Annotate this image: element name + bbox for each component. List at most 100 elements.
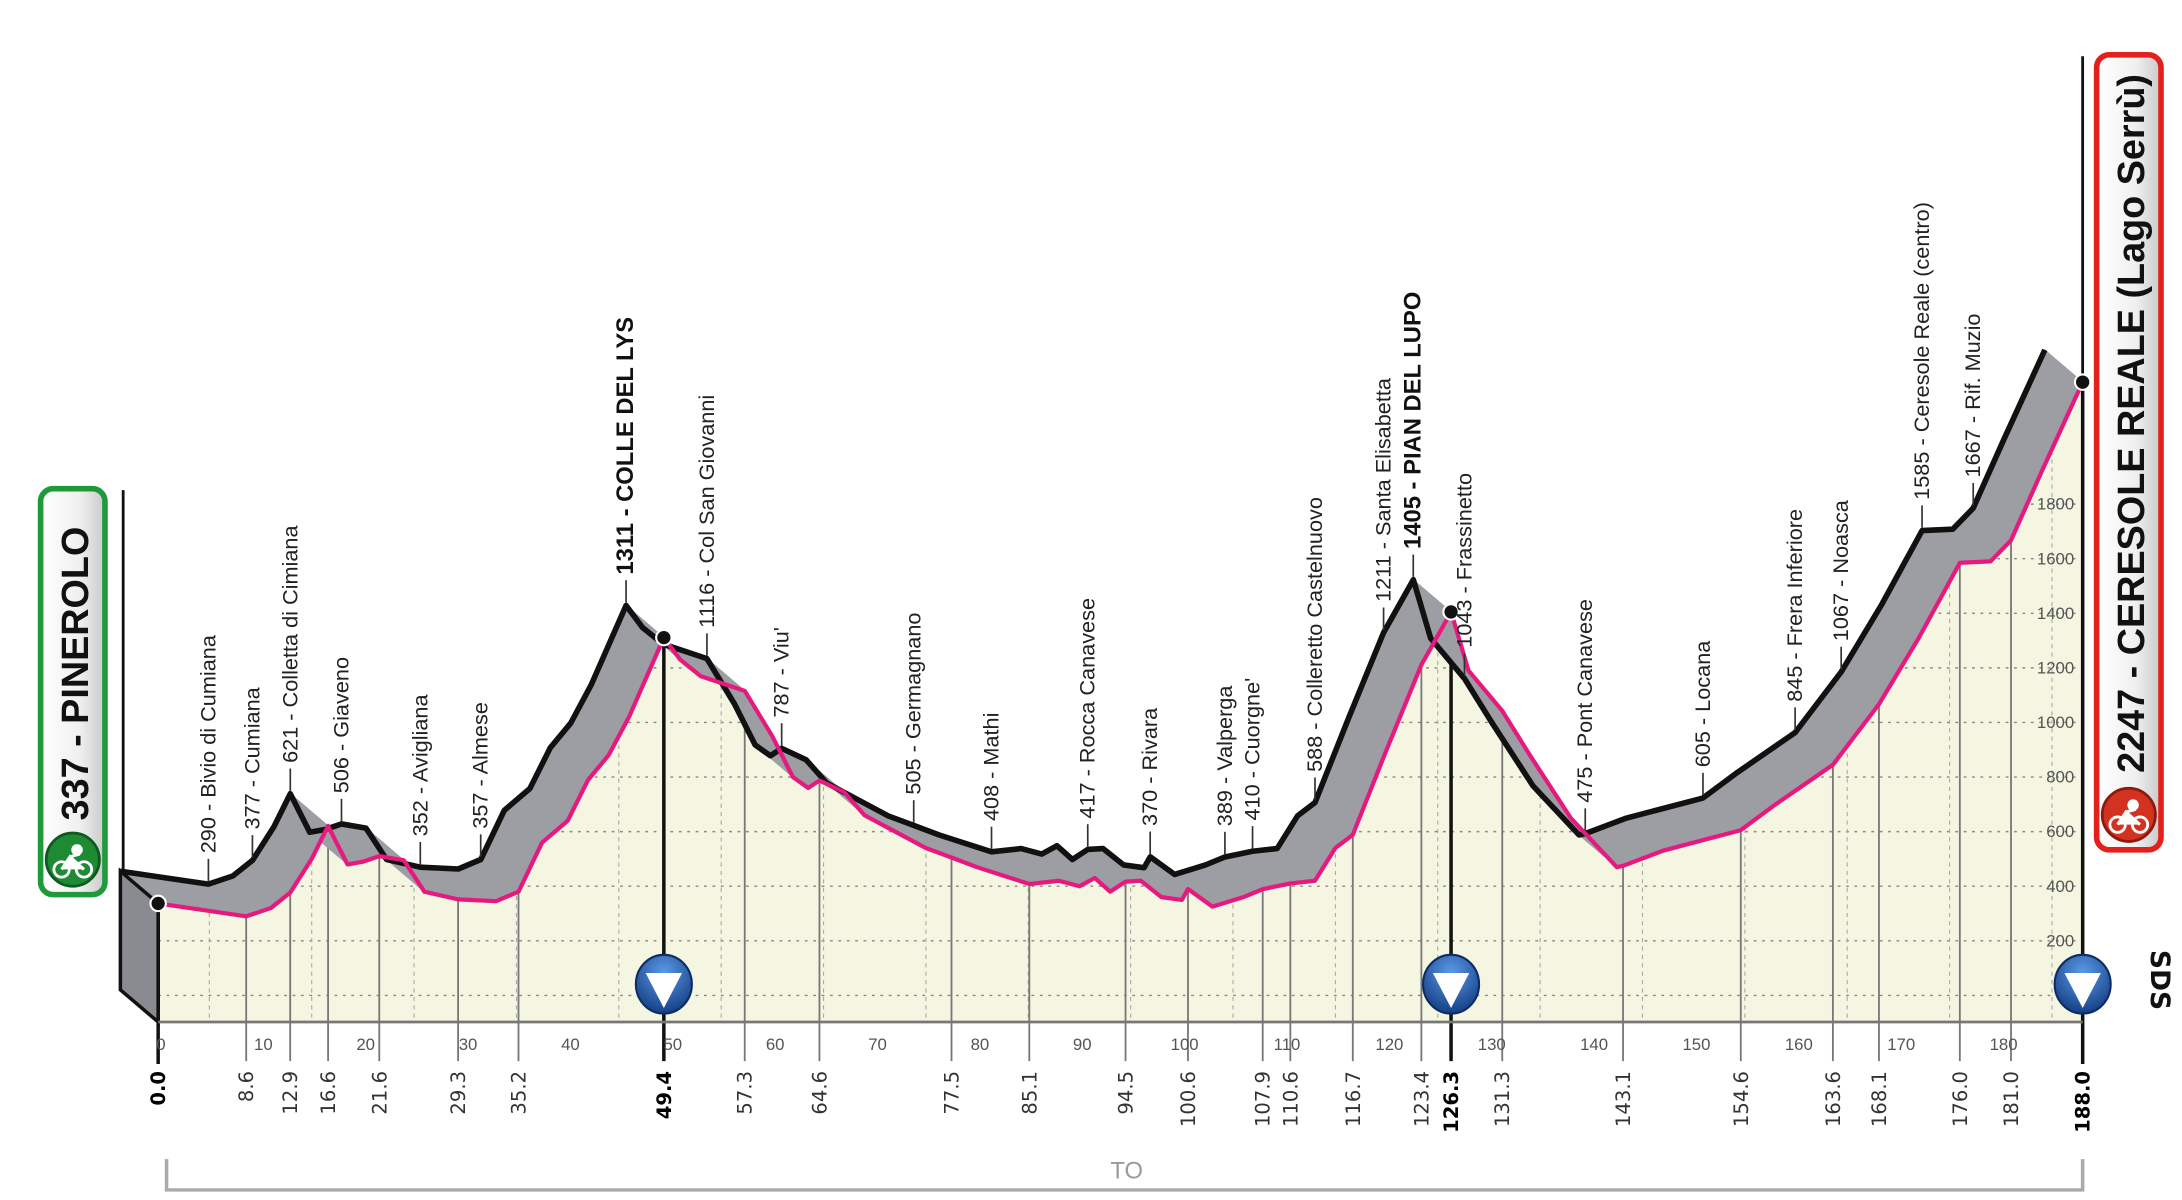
x-tick-label: 90 (1073, 1035, 1092, 1054)
start-label: 337 - PINEROLO (55, 527, 97, 821)
y-tick-label: 200 (2046, 931, 2074, 950)
km-label: 8.6 (235, 1071, 258, 1102)
km-label: 94.5 (1115, 1071, 1138, 1115)
km-label: 110.6 (1279, 1071, 1302, 1127)
x-tick-label: 10 (254, 1035, 273, 1054)
gpm-triangle (1432, 972, 1470, 1008)
x-axis: 0 10 20 30 40 50 60 70 80 90 100 110 120 130 140 150 160… (156, 1020, 2083, 1054)
finish-label: 2247 - CERESOLE REALE (Lago Serrù) (2111, 74, 2153, 773)
waypoint-label: 621 - Colletta di Cimiana (277, 525, 302, 763)
km-label: 64.6 (808, 1071, 831, 1115)
waypoint-label: 377 - Cumiana (239, 686, 264, 829)
x-tick-label: 180 (1990, 1035, 2018, 1054)
waypoint-label: 1211 - Santa Elisabetta (1371, 377, 1396, 602)
x-tick-label: 40 (561, 1035, 580, 1054)
x-tick-label: 80 (971, 1035, 990, 1054)
x-tick-label: 60 (766, 1035, 785, 1054)
red-bike-icon (2100, 786, 2157, 843)
x-tick-label: 140 (1580, 1035, 1608, 1054)
waypoint-label: 1667 - Rif. Muzio (1960, 314, 1985, 478)
x-tick-label: 120 (1375, 1035, 1403, 1054)
waypoint-label: 787 - Viu' (769, 627, 794, 718)
profile-line (157, 381, 2085, 919)
x-tick-label: 170 (1887, 1035, 1915, 1054)
profile-area (158, 382, 2083, 1022)
km-label: 16.6 (317, 1071, 340, 1115)
profile-dot (2073, 373, 2092, 391)
km-label: 176.0 (1949, 1071, 1972, 1127)
x-tick-label: 160 (1785, 1035, 1813, 1054)
km-label: 126.3 (1440, 1071, 1463, 1133)
x-tick-label: 110 (1274, 1035, 1301, 1054)
y-tick-label: 1400 (2037, 604, 2074, 623)
km-label: 85.1 (1018, 1071, 1041, 1115)
km-label: 188.0 (2072, 1071, 2095, 1133)
waypoint-label: 352 - Avigliana (407, 694, 432, 837)
waypoint-labels: 290 - Bivio di Cumiana 377 - Cumiana 621 -… (195, 202, 1985, 882)
profile-top-line (119, 348, 2048, 887)
waypoint-label: 1405 - PIAN DEL LUPO (1399, 292, 1426, 549)
km-label: 143.1 (1612, 1071, 1635, 1127)
km-label: 0.0 (147, 1071, 170, 1106)
km-label: 12.9 (279, 1071, 302, 1115)
y-tick-label: 400 (2046, 877, 2074, 896)
province-label: TO (1110, 1158, 1143, 1185)
waypoint-label: 1311 - COLLE DEL LYS (612, 317, 639, 575)
x-tick-label: 150 (1682, 1035, 1710, 1054)
band-start-wall (118, 867, 160, 1026)
km-label: 107.9 (1252, 1071, 1275, 1127)
waypoint-label: 588 - Colleretto Castelnuovo (1302, 497, 1327, 772)
km-label: 168.1 (1868, 1071, 1891, 1127)
y-tick-label: 1200 (2037, 658, 2074, 677)
waypoint-label: 506 - Giaveno (328, 657, 353, 793)
waypoint-label: 1067 - Noasca (1828, 499, 1853, 641)
province-bracket: TO (164, 1158, 2085, 1192)
x-tick-label: 70 (868, 1035, 887, 1054)
waypoint-label: 408 - Mathi (979, 713, 1004, 822)
km-label: 131.3 (1491, 1071, 1514, 1127)
green-bike-icon (44, 831, 101, 888)
km-label: 154.6 (1730, 1071, 1753, 1127)
x-tick-label: 130 (1478, 1035, 1506, 1054)
gpm-marker-icon (2053, 953, 2112, 1015)
gpm-marker-icon (634, 953, 693, 1015)
waypoint-label: 410 - Cuorgne' (1240, 678, 1265, 821)
profile-area-fill (158, 382, 2083, 1022)
gpm-triangle (645, 972, 683, 1008)
y-tick-label: 1600 (2037, 549, 2074, 568)
waypoint-label: 845 - Frera Inferiore (1782, 509, 1807, 702)
x-tick-label: 20 (356, 1035, 375, 1054)
waypoint-label: 1585 - Ceresole Reale (centro) (1909, 202, 1934, 500)
y-tick-label: 1800 (2037, 495, 2074, 514)
waypoint-label: 389 - Valperga (1212, 685, 1237, 827)
x-tick-label: 50 (663, 1035, 682, 1054)
y-tick-label: 1000 (2037, 713, 2074, 732)
y-tick-label: 800 (2046, 768, 2074, 787)
km-labels: 0.0 8.6 12.9 16.6 21.6 29.3 35.2 49.4 57.3 64.6 77… (147, 1071, 2095, 1133)
profile-dot (1442, 603, 1460, 621)
km-label: 163.6 (1822, 1071, 1845, 1127)
x-tick-label: 30 (459, 1035, 478, 1054)
km-label: 116.7 (1342, 1071, 1365, 1127)
profile-dot (149, 894, 167, 913)
waypoint-label: 370 - Rivara (1137, 707, 1162, 826)
km-label: 100.6 (1177, 1071, 1200, 1127)
km-label: 49.4 (653, 1071, 676, 1119)
waypoint-label: 1043 - Frassinetto (1451, 473, 1476, 648)
km-label: 77.5 (941, 1071, 964, 1115)
profile-lines (119, 348, 2092, 919)
km-label: 123.4 (1410, 1071, 1433, 1127)
km-label: 181.0 (2000, 1071, 2023, 1127)
km-label: 57.3 (734, 1071, 757, 1115)
profile-dot (655, 628, 673, 647)
finish-badge: 2247 - CERESOLE REALE (Lago Serrù) (2093, 52, 2164, 853)
waypoint-label: 475 - Pont Canavese (1572, 599, 1597, 803)
gpm-triangle (2064, 972, 2101, 1008)
km-label: 35.2 (507, 1071, 530, 1115)
waypoint-label: 505 - Germagnano (901, 613, 926, 795)
waypoint-label: 290 - Bivio di Cumiana (195, 634, 220, 853)
x-tick-label: 0 (156, 1035, 165, 1054)
km-label: 29.3 (447, 1071, 470, 1115)
sds-logo: SDS (2144, 950, 2175, 1010)
